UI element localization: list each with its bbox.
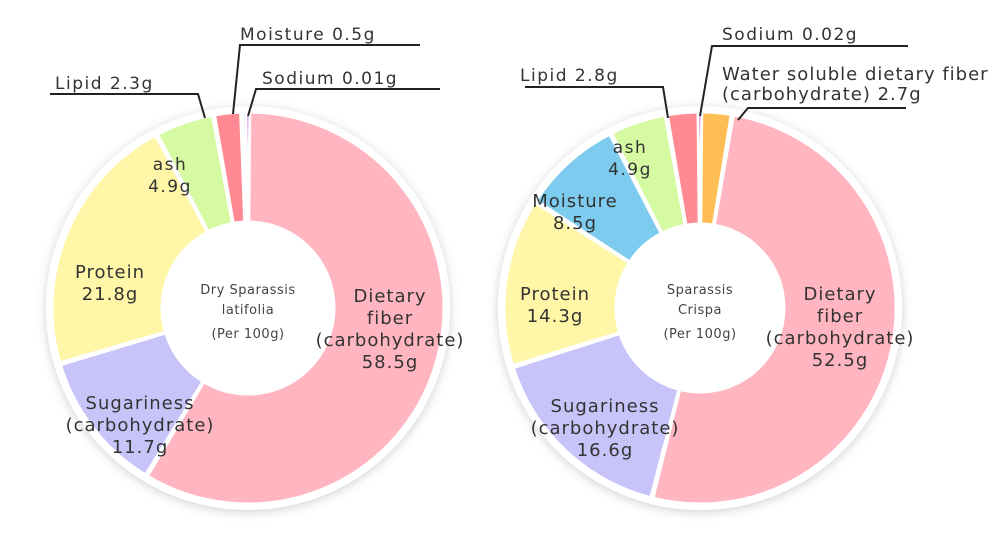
callout-line-sodium (247, 88, 440, 117)
slice-label-sugariness: 16.6g (577, 440, 634, 461)
callout-line-moisture (232, 44, 420, 115)
center-label-line: Dry Sparassis (200, 283, 295, 298)
slice-label-dietary-fiber: Dietary (353, 286, 426, 307)
chart-1-donut: Dry Sparassis latifolia (Per 100g) Dietaryf… (46, 25, 465, 510)
slice-label-sugariness: (carbohydrate) (66, 415, 215, 436)
slice-label-ash: ash (153, 155, 188, 175)
slice-label-lipid: Lipid 2.3g (55, 74, 154, 94)
callout-line-sodium (699, 45, 908, 117)
slice-label-sugariness: Sugariness (551, 396, 660, 417)
slice-label-protein: 14.3g (527, 306, 584, 327)
slice-label-dietary-fiber: fiber (817, 306, 863, 327)
callout-line-lipid (525, 86, 669, 119)
slice-label-protein: 21.8g (82, 284, 139, 305)
slice-label-ash: ash (613, 138, 648, 158)
donut-hole (162, 222, 334, 394)
slice-label-dietary-fiber: Dietary (803, 284, 876, 305)
slice-label-sugariness: Sugariness (86, 393, 195, 414)
slice-label-sodium: Sodium 0.02g (722, 25, 858, 45)
slice-label-sodium: Sodium 0.01g (262, 69, 398, 89)
slice-label-moisture: 8.5g (553, 213, 597, 234)
slice-label-ash: 4.9g (608, 160, 652, 180)
callout-line-lipid (50, 93, 206, 119)
center-label-line: Crispa (678, 303, 722, 318)
slice-label-dietary-fiber: 58.5g (362, 352, 419, 373)
slice-label-ash: 4.9g (148, 177, 192, 197)
slice-label-dietary-fiber: fiber (367, 308, 413, 329)
center-label-line: (Per 100g) (663, 327, 736, 342)
donut-hole (616, 224, 784, 392)
slice-label-water-soluble-fiber: (carbohydrate) 2.7g (722, 84, 922, 105)
slice-label-lipid: Lipid 2.8g (520, 66, 619, 86)
slice-label-dietary-fiber: 52.5g (812, 350, 869, 371)
slice-label-moisture: Moisture (532, 191, 617, 212)
slice-label-protein: Protein (520, 284, 590, 305)
center-label-line: (Per 100g) (211, 327, 284, 342)
slice-sodium (696, 110, 704, 226)
slice-label-water-soluble-fiber: Water soluble dietary fiber (722, 64, 989, 85)
slice-label-protein: Protein (75, 262, 145, 283)
slice-label-sugariness: (carbohydrate) (531, 418, 680, 439)
slice-label-dietary-fiber: (carbohydrate) (316, 330, 465, 351)
callout-line-water-soluble-fiber (737, 107, 906, 121)
slice-label-moisture: Moisture 0.5g (240, 25, 376, 45)
center-label-line: latifolia (222, 303, 275, 318)
slice-sodium (244, 110, 252, 224)
slice-label-sugariness: 11.7g (112, 437, 169, 458)
slice-label-dietary-fiber: (carbohydrate) (766, 328, 915, 349)
center-label-line: Sparassis (667, 283, 733, 298)
